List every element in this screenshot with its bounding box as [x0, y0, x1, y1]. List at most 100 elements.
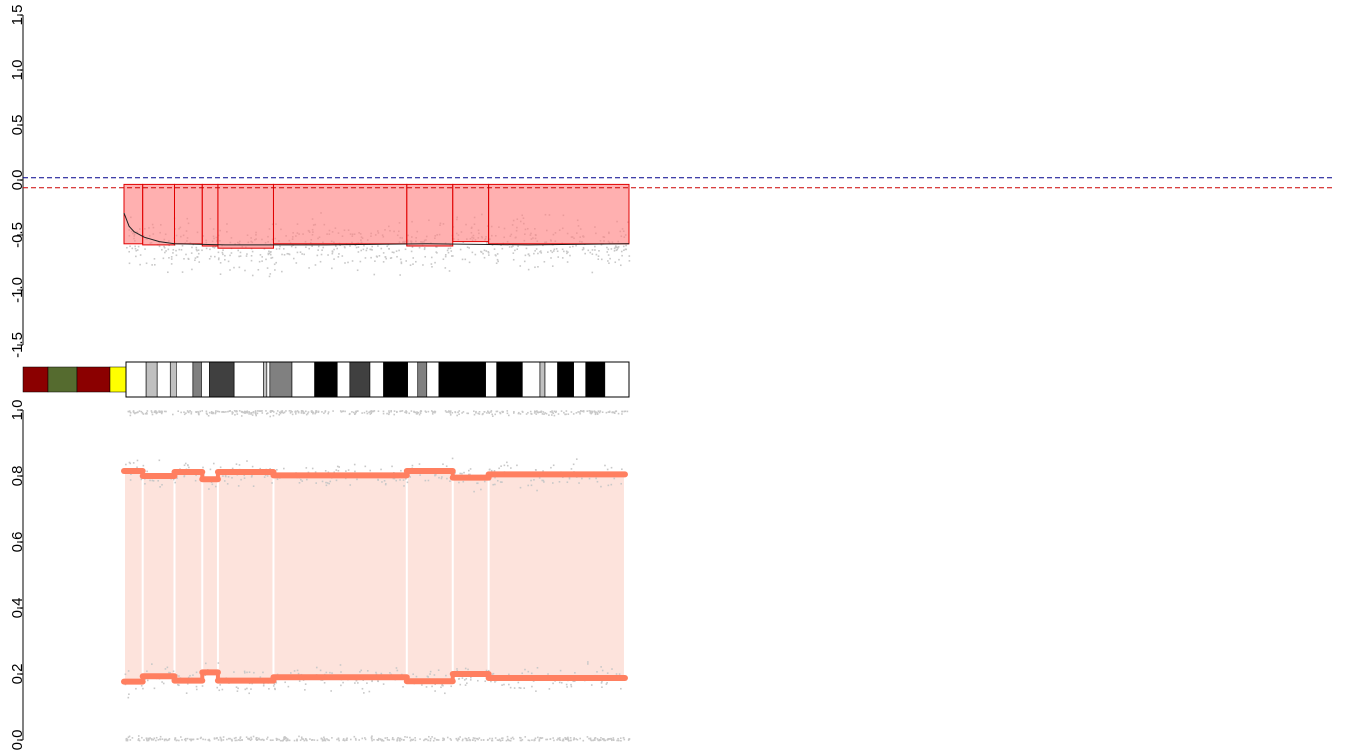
- legend-square: [22, 366, 49, 393]
- baf-het-point: [403, 485, 405, 487]
- baf-homozygous-point: [501, 737, 504, 739]
- baf-homozygous-point: [393, 413, 396, 416]
- baf-homozygous-point: [443, 737, 445, 740]
- baf-homozygous-point: [250, 736, 252, 739]
- baf-het-point: [464, 667, 467, 670]
- logr-point: [295, 262, 298, 264]
- baf-homozygous-point: [502, 410, 504, 413]
- logr-point: [258, 260, 261, 263]
- baf-homozygous-point: [476, 737, 479, 740]
- baf-homozygous-point: [301, 410, 303, 412]
- baf-homozygous-point: [598, 738, 601, 741]
- logr-point: [497, 260, 499, 263]
- baf-homozygous-point: [520, 737, 522, 739]
- baf-homozygous-point: [384, 737, 387, 739]
- baf-het-point: [236, 690, 239, 692]
- logr-point: [527, 268, 530, 271]
- baf-het-point: [578, 482, 580, 484]
- logr-point: [212, 246, 214, 248]
- baf-homozygous-point: [540, 410, 543, 413]
- baf-het-point: [391, 465, 393, 468]
- baf-homozygous-point: [246, 410, 249, 412]
- baf-homozygous-point: [622, 737, 625, 739]
- logr-point: [617, 246, 620, 248]
- baf-homozygous-point: [397, 737, 399, 739]
- baf-homozygous-point: [626, 410, 629, 413]
- baf-het-point: [202, 466, 204, 469]
- logr-segment: [272, 183, 408, 245]
- ideogram-band: [539, 361, 546, 398]
- logr-point: [321, 249, 323, 251]
- baf-homozygous-point: [579, 411, 581, 413]
- baf-homozygous-point: [272, 411, 275, 413]
- logr-point: [205, 247, 208, 250]
- logr-point: [239, 251, 242, 254]
- baf-het-point: [384, 483, 387, 486]
- baf-homozygous-point: [373, 738, 375, 741]
- baf-het-point: [162, 682, 165, 685]
- logr-point: [582, 248, 585, 250]
- baf-homozygous-point: [443, 738, 446, 741]
- baf-het-point: [185, 692, 188, 694]
- logr-point: [395, 250, 398, 252]
- baf-homozygous-point: [562, 738, 565, 741]
- baf-homozygous-point: [506, 412, 509, 415]
- baf-het-point: [543, 481, 545, 483]
- baf-het-point: [402, 685, 404, 688]
- baf-homozygous-point: [239, 739, 241, 742]
- baf-homozygous-point: [398, 739, 401, 742]
- logr-point: [450, 255, 453, 257]
- baf-homozygous-point: [612, 411, 614, 414]
- baf-homozygous-point: [285, 739, 288, 742]
- baf-het-point: [572, 463, 575, 466]
- logr-point: [265, 258, 267, 261]
- baf-het-point: [326, 482, 329, 484]
- baf-homozygous-point: [392, 738, 395, 741]
- baf-homozygous-point: [315, 410, 318, 412]
- baf-het-point: [542, 470, 544, 472]
- baf-homozygous-point: [240, 415, 243, 417]
- baf-homozygous-point: [147, 737, 150, 740]
- baf-homozygous-point: [567, 739, 570, 742]
- logr-point: [556, 250, 559, 253]
- baf-homozygous-point: [621, 413, 623, 415]
- baf-het-point: [451, 457, 454, 460]
- baf-homozygous-point: [608, 411, 611, 414]
- baf-homozygous-point: [388, 739, 391, 741]
- baf-het-point: [425, 686, 428, 688]
- baf-het-point: [588, 477, 591, 480]
- logr-point: [569, 246, 571, 248]
- baf-homozygous-point: [199, 737, 202, 740]
- baf-homozygous-point: [579, 410, 582, 412]
- baf-homozygous-point: [327, 411, 330, 413]
- logr-point: [314, 264, 317, 266]
- baf-het-point: [187, 676, 190, 679]
- baf-homozygous-point: [575, 412, 578, 414]
- baf-het-point: [611, 668, 613, 670]
- logr-point: [581, 248, 584, 251]
- baf-homozygous-point: [617, 737, 619, 740]
- baf-homozygous-point: [142, 413, 145, 415]
- logr-point: [423, 248, 426, 251]
- baf-homozygous-point: [159, 738, 162, 741]
- logr-tick-label: -1.0: [9, 277, 26, 303]
- baf-homozygous-point: [165, 738, 167, 741]
- baf-het-point: [347, 469, 350, 471]
- logr-point: [187, 257, 190, 260]
- logr-point: [214, 245, 217, 248]
- baf-homozygous-point: [508, 739, 511, 742]
- baf-het-point: [219, 466, 222, 469]
- logr-point: [396, 255, 398, 258]
- baf-homozygous-point: [300, 412, 303, 414]
- baf-het-point: [469, 468, 472, 470]
- baf-het-point: [252, 485, 255, 487]
- ideogram-band: [269, 361, 293, 398]
- baf-homozygous-point: [379, 738, 382, 741]
- logr-point: [591, 249, 594, 251]
- logr-point: [180, 248, 183, 251]
- logr-point: [620, 264, 622, 267]
- baf-homozygous-point: [404, 411, 406, 414]
- baf-homozygous-point: [126, 738, 129, 741]
- baf-het-point: [183, 464, 186, 467]
- baf-het-point: [527, 670, 530, 673]
